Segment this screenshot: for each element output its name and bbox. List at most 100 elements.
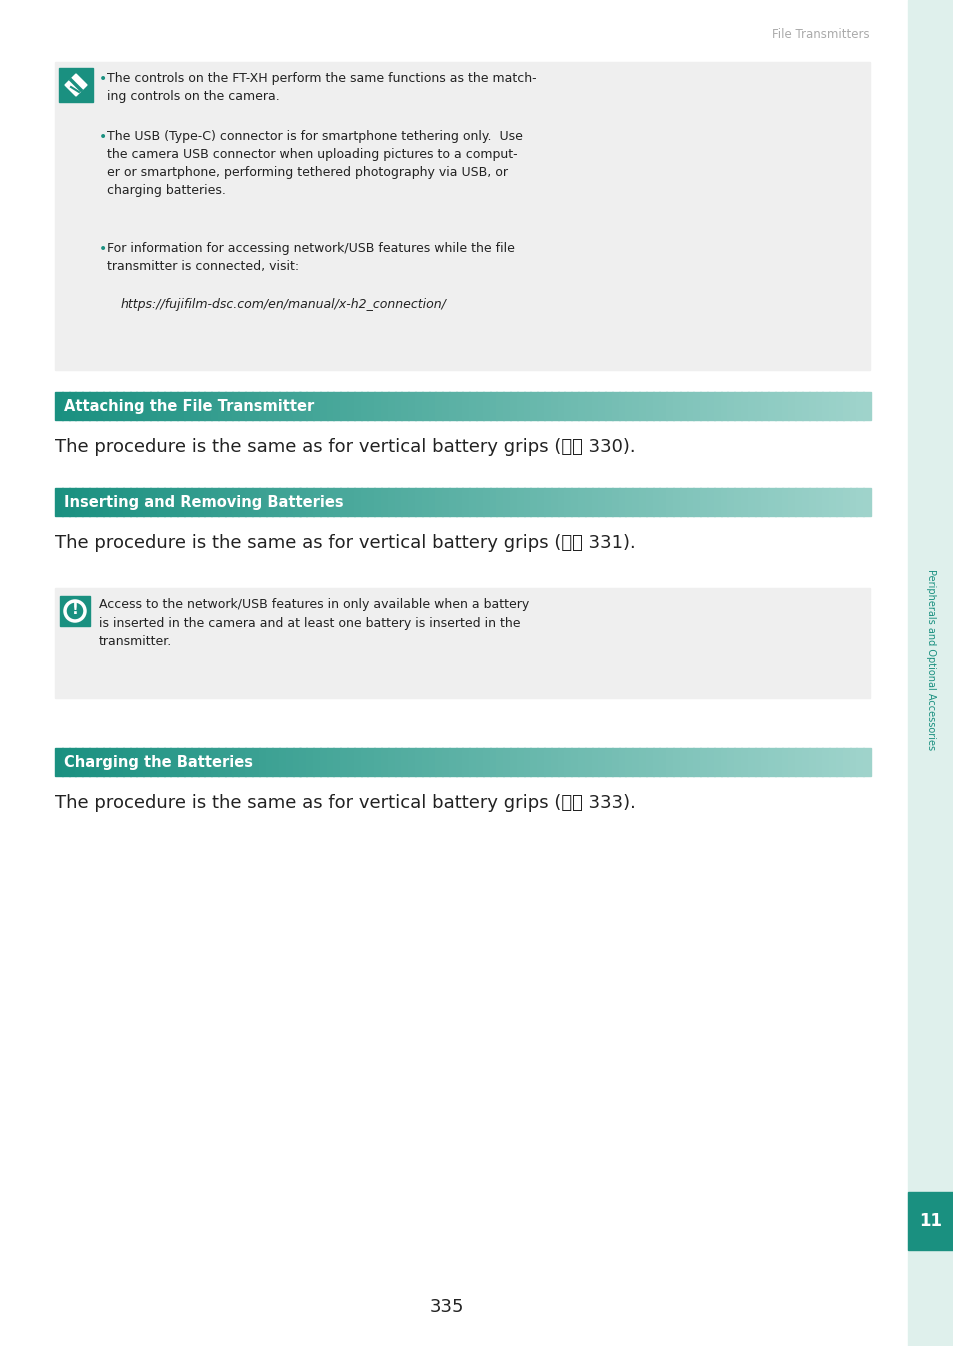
Bar (334, 748, 341, 777)
Bar (747, 748, 755, 777)
Bar (632, 748, 639, 777)
Bar (354, 748, 361, 777)
Bar (726, 392, 735, 420)
Bar (801, 489, 809, 516)
Bar (537, 489, 544, 516)
Bar (604, 489, 612, 516)
Bar (517, 392, 524, 420)
Bar (258, 392, 266, 420)
Bar (380, 489, 389, 516)
Bar (564, 392, 572, 420)
Bar (456, 392, 463, 420)
Bar (136, 489, 144, 516)
Bar (815, 489, 822, 516)
Bar (258, 489, 266, 516)
Bar (232, 489, 239, 516)
Bar (821, 392, 829, 420)
Bar (510, 489, 517, 516)
Bar (156, 489, 165, 516)
Text: •: • (99, 131, 107, 144)
Bar (503, 392, 511, 420)
Bar (469, 392, 476, 420)
Bar (821, 489, 829, 516)
Bar (143, 748, 151, 777)
Bar (69, 392, 76, 420)
Bar (456, 748, 463, 777)
Bar (795, 489, 802, 516)
Bar (319, 748, 327, 777)
Bar (286, 748, 294, 777)
Bar (380, 392, 389, 420)
Bar (571, 392, 578, 420)
Bar (726, 489, 735, 516)
Bar (578, 489, 585, 516)
Bar (62, 489, 70, 516)
Bar (164, 392, 172, 420)
Bar (584, 489, 592, 516)
Bar (564, 489, 572, 516)
Bar (808, 748, 816, 777)
Bar (428, 748, 436, 777)
Bar (299, 748, 307, 777)
Bar (760, 489, 768, 516)
Bar (299, 392, 307, 420)
Bar (395, 748, 402, 777)
Bar (693, 489, 700, 516)
Bar (679, 392, 687, 420)
Bar (604, 392, 612, 420)
Text: The procedure is the same as for vertical battery grips (⧄⧄ 331).: The procedure is the same as for vertica… (55, 534, 635, 552)
Bar (795, 748, 802, 777)
Bar (435, 392, 442, 420)
Bar (774, 392, 781, 420)
Bar (272, 489, 280, 516)
Bar (856, 392, 863, 420)
Bar (95, 748, 104, 777)
Text: The controls on the FT-XH perform the same functions as the match-
ing controls : The controls on the FT-XH perform the sa… (107, 71, 536, 104)
Text: Inserting and Removing Batteries: Inserting and Removing Batteries (64, 494, 343, 510)
Bar (665, 489, 674, 516)
Bar (232, 392, 239, 420)
Bar (862, 489, 870, 516)
Bar (564, 748, 572, 777)
Bar (191, 392, 198, 420)
Bar (767, 489, 775, 516)
Bar (95, 392, 104, 420)
Bar (537, 748, 544, 777)
Bar (143, 392, 151, 420)
Bar (774, 489, 781, 516)
Bar (150, 748, 157, 777)
Bar (123, 392, 131, 420)
Bar (395, 392, 402, 420)
Bar (123, 489, 131, 516)
Bar (693, 392, 700, 420)
Bar (360, 392, 368, 420)
Bar (401, 748, 409, 777)
Bar (340, 489, 348, 516)
Bar (571, 489, 578, 516)
Bar (584, 392, 592, 420)
Bar (401, 489, 409, 516)
Bar (652, 392, 659, 420)
Bar (713, 748, 720, 777)
Bar (258, 748, 266, 777)
Bar (598, 392, 605, 420)
Bar (713, 489, 720, 516)
Bar (164, 748, 172, 777)
Bar (449, 392, 456, 420)
Bar (225, 748, 233, 777)
Text: 335: 335 (429, 1298, 464, 1316)
Bar (659, 489, 666, 516)
Bar (177, 392, 185, 420)
Bar (618, 489, 626, 516)
Bar (611, 748, 619, 777)
Bar (720, 489, 727, 516)
Bar (726, 748, 735, 777)
Bar (767, 392, 775, 420)
Bar (550, 392, 558, 420)
Bar (408, 748, 416, 777)
Bar (60, 596, 90, 626)
Bar (496, 489, 504, 516)
Bar (272, 748, 280, 777)
Bar (476, 748, 483, 777)
Bar (801, 392, 809, 420)
